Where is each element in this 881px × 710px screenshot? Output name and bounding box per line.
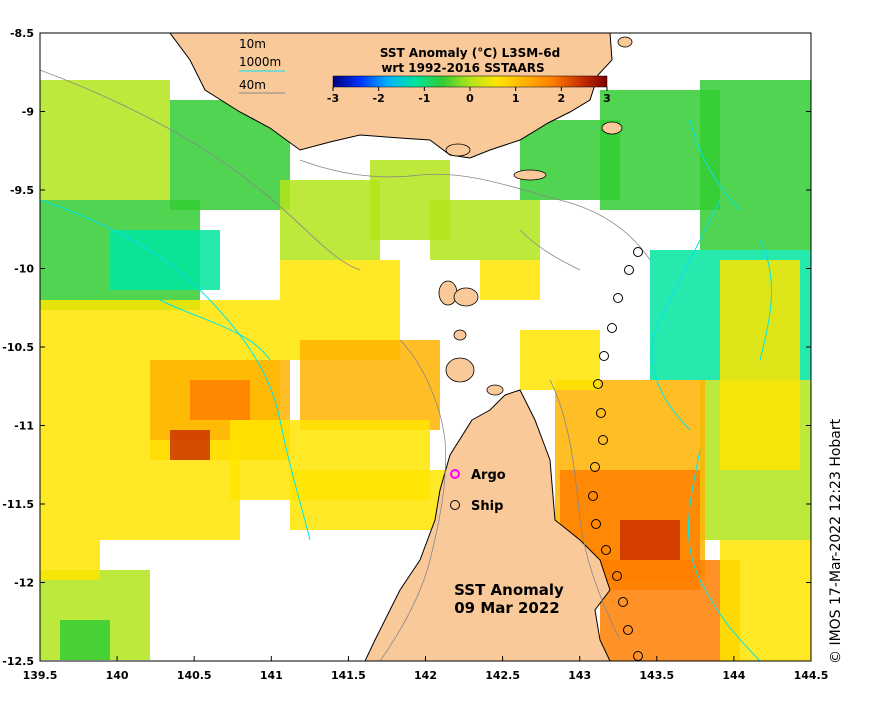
sst-patch xyxy=(290,470,450,530)
lat-tick-label: -10 xyxy=(14,263,34,276)
map-title-line2: 09 Mar 2022 xyxy=(454,599,560,617)
lat-tick-label: -12.5 xyxy=(2,655,34,668)
sst-patch xyxy=(720,540,811,661)
sst-patch xyxy=(280,180,380,260)
lat-tick-label: -9 xyxy=(22,106,34,119)
lon-tick-label: 142.5 xyxy=(485,669,520,682)
lon-tick-label: 141 xyxy=(260,669,283,682)
ship-marker xyxy=(613,293,623,303)
colorbar-tick-label: -1 xyxy=(418,92,430,105)
lon-tick-label: 143 xyxy=(568,669,591,682)
latitude-axis: -8.5-9-9.5-10-10.5-11-11.5-12-12.5 xyxy=(2,27,811,668)
sst-patch xyxy=(40,80,170,200)
colorbar-title-line1: SST Anomaly (°C) L3SM-6d xyxy=(380,46,560,60)
ship-marker xyxy=(588,491,598,501)
sst-patch xyxy=(700,80,811,250)
colorbar-ticks: -3 -2 -1 0 1 2 3 xyxy=(327,87,611,105)
lon-tick-label: 144 xyxy=(722,669,745,682)
marker-legend: Argo Ship xyxy=(450,468,506,514)
lon-tick-label: 139.5 xyxy=(23,669,58,682)
sst-patch xyxy=(300,340,440,430)
ship-marker xyxy=(601,545,611,555)
longitude-axis: 139.5 140 140.5 141 141.5 142 142.5 143 143.5 144… xyxy=(23,656,829,682)
ship-marker xyxy=(598,435,608,445)
ship-marker xyxy=(633,247,643,257)
depth-legend-10m: 10m xyxy=(239,37,266,51)
lat-tick-label: -8.5 xyxy=(10,27,34,40)
land-cape-york xyxy=(364,389,611,661)
colorbar-tick-label: -3 xyxy=(327,92,339,105)
ship-marker xyxy=(624,265,634,275)
lon-tick-label: 140 xyxy=(106,669,129,682)
argo-marker-icon xyxy=(450,469,460,479)
ship-marker xyxy=(596,408,606,418)
colorbar-title-line2: wrt 1992-2016 SSTAARS xyxy=(381,61,544,75)
colorbar-tick-label: 3 xyxy=(603,92,611,105)
ship-marker xyxy=(590,462,600,472)
lat-tick-label: -11.5 xyxy=(2,498,34,511)
depth-legend: 10m 1000m 40m xyxy=(239,37,285,94)
lon-tick-label: 144.5 xyxy=(794,669,829,682)
bathymetry-contours xyxy=(40,69,651,661)
sst-patch xyxy=(520,330,600,390)
sst-patch xyxy=(430,200,540,260)
sst-patch xyxy=(600,560,740,661)
ship-marker xyxy=(607,323,617,333)
ship-marker xyxy=(623,625,633,635)
lon-tick-label: 140.5 xyxy=(177,669,212,682)
sst-patch xyxy=(620,520,680,560)
argo-legend-label: Argo xyxy=(471,468,506,483)
sst-patch xyxy=(720,260,800,470)
lon-tick-label: 142 xyxy=(414,669,437,682)
lon-tick-label: 141.5 xyxy=(331,669,366,682)
colorbar-bar xyxy=(332,75,608,88)
ship-marker-icon xyxy=(450,500,460,510)
ship-marker xyxy=(618,597,628,607)
ship-marker xyxy=(599,351,609,361)
map-title-line1: SST Anomaly xyxy=(454,581,564,599)
sst-patch xyxy=(170,430,210,460)
ship-marker xyxy=(593,379,603,389)
colorbar-tick-label: 0 xyxy=(466,92,474,105)
ship-track xyxy=(588,247,643,661)
colorbar-tick-label: 2 xyxy=(558,92,566,105)
lat-tick-label: -11 xyxy=(14,420,34,433)
depth-1000m-contours xyxy=(40,119,773,661)
torres-strait-islands xyxy=(438,36,633,396)
colorbar: SST Anomaly (°C) L3SM-6d wrt 1992-2016 S… xyxy=(327,46,611,105)
credit-text: © IMOS 17-Mar-2022 12:23 Hobart xyxy=(828,418,844,664)
colorbar-tick-label: 1 xyxy=(512,92,520,105)
ship-marker xyxy=(612,571,622,581)
ship-legend-label: Ship xyxy=(471,499,503,514)
sst-patch xyxy=(480,260,540,300)
sst-patch xyxy=(60,620,110,660)
lat-tick-label: -12 xyxy=(14,577,34,590)
sst-patch xyxy=(40,540,100,580)
lat-tick-label: -9.5 xyxy=(10,184,34,197)
colorbar-tick-label: -2 xyxy=(373,92,385,105)
depth-legend-1000m: 1000m xyxy=(239,55,281,69)
sst-patch xyxy=(190,380,250,420)
lon-tick-label: 143.5 xyxy=(639,669,674,682)
depth-legend-40m: 40m xyxy=(239,78,266,92)
ship-marker xyxy=(633,651,643,661)
lat-tick-label: -10.5 xyxy=(2,341,34,354)
ship-marker xyxy=(591,519,601,529)
